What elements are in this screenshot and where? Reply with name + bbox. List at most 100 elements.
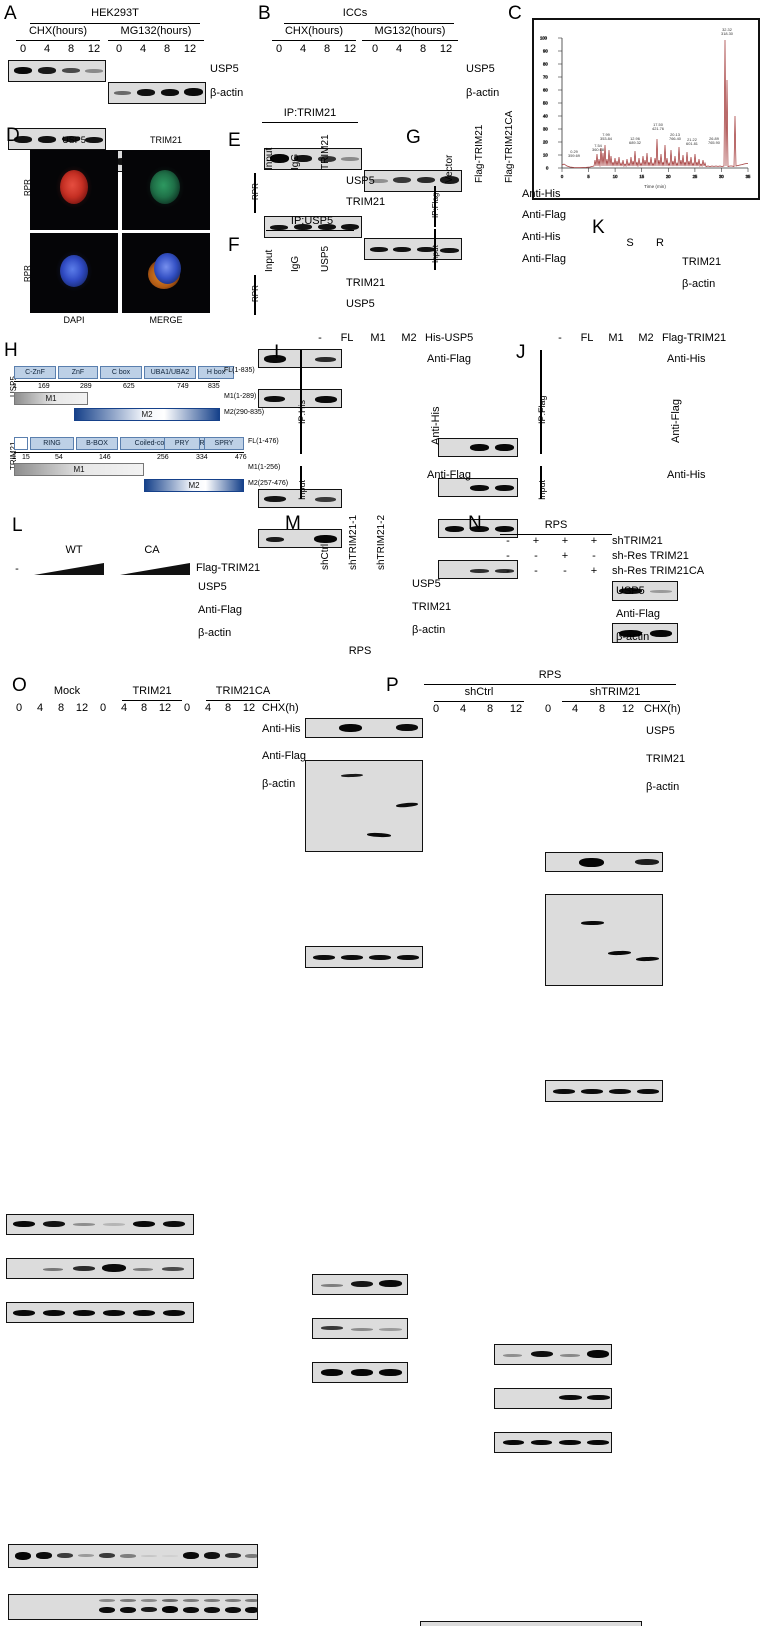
panel-o-time-axis: CHX(h) <box>262 702 299 714</box>
panel-o-blot-antiflag <box>8 1594 258 1620</box>
panel-o-lane-0: 0 <box>15 702 23 714</box>
panel-k-row-1-label: β-actin <box>682 278 716 290</box>
panel-j-lane-3: M2 <box>638 332 654 344</box>
panel-m-blot-usp5 <box>312 1274 408 1295</box>
panel-g-lane-1: Flag-TRIM21 <box>474 124 485 183</box>
panel-n-header: RPS <box>544 519 568 531</box>
panel-e-side-bracket <box>254 173 256 213</box>
panel-f-blot-usp5 <box>258 529 342 548</box>
svg-text:318.30: 318.30 <box>721 31 734 36</box>
panel-a-lane-3: 12 <box>87 43 101 55</box>
panel-p-lane-4: 0 <box>544 703 552 715</box>
svg-text:90: 90 <box>543 49 548 54</box>
panel-o-row-1-label: Anti-Flag <box>262 750 307 762</box>
panel-n-cond-0-val-0: - <box>506 535 510 547</box>
svg-text:100: 100 <box>540 36 548 41</box>
svg-text:20: 20 <box>666 174 671 179</box>
panel-h-usp5-pos-4: 749 <box>177 383 189 390</box>
panel-k-lane-0: S <box>626 237 634 249</box>
panel-e-lane-2: TRIM21 <box>320 134 331 170</box>
panel-a-group-0-title: CHX(hours) <box>28 25 88 37</box>
panel-d-title-dapi: DAPI <box>63 315 85 325</box>
panel-p-group-1-rule <box>562 701 670 702</box>
panel-h-trim21-pos-4: 256 <box>157 454 169 461</box>
domain-n-term <box>14 437 28 450</box>
panel-n-cond-1-val-3: - <box>592 550 596 562</box>
svg-text:421.76: 421.76 <box>652 126 664 131</box>
panel-i-blot-antiflag-input <box>305 946 423 968</box>
panel-h-usp5-construct-m1: M1(1-289) <box>224 393 257 400</box>
panel-m-lane-1: shTRIM21-1 <box>348 514 359 570</box>
svg-text:7.54: 7.54 <box>594 143 602 148</box>
panel-l-row-2-label: β-actin <box>198 627 232 639</box>
panel-a-blot-usp5-left <box>8 60 106 82</box>
panel-g-row-2-label: Anti-His <box>522 231 561 243</box>
panel-i-construct: His-USP5 <box>425 332 474 344</box>
panel-b-row-1-label: β-actin <box>466 87 500 99</box>
domain-pry-box: PRY <box>164 437 200 450</box>
panel-m-lane-0: shCtrl <box>320 543 331 570</box>
panel-f-lane-1: IgG <box>290 255 301 272</box>
panel-i-row-2-label: Anti-Flag <box>427 469 472 481</box>
panel-o-group-0-title: Mock <box>53 685 81 697</box>
panel-l-row-1-label: Anti-Flag <box>198 604 243 616</box>
panel-p-lane-2: 8 <box>486 703 494 715</box>
panel-e-lane-0: Input <box>264 147 275 170</box>
panel-p-lane-0: 0 <box>432 703 440 715</box>
panel-j-lane-1: FL <box>580 332 594 344</box>
panel-n-row-2-label: β-actin <box>616 631 650 643</box>
svg-text:30: 30 <box>719 174 724 179</box>
panel-k-lane-1: R <box>656 237 664 249</box>
panel-n-cond-0-val-1: + <box>532 535 540 547</box>
svg-text:32.32: 32.32 <box>722 27 732 32</box>
panel-h-trim21-pos-2: 54 <box>55 454 63 461</box>
panel-b-group-1-title: MG132(hours) <box>374 25 446 37</box>
panel-j-row-2-label: Anti-His <box>667 469 706 481</box>
panel-e-ip-title: IP:TRIM21 <box>283 107 337 119</box>
panel-n-cond-2-val-3: + <box>590 565 598 577</box>
panel-b-lane-1: 4 <box>299 43 307 55</box>
panel-d-title-trim21: TRIM21 <box>149 135 182 145</box>
svg-text:15: 15 <box>639 174 644 179</box>
panel-a-lane-1: 4 <box>43 43 51 55</box>
panel-c-chart-frame: 0 10 20 30 40 50 60 70 80 90 100 0 5 10 … <box>532 18 760 200</box>
panel-j-lane-2: M1 <box>608 332 624 344</box>
svg-text:17.50: 17.50 <box>653 122 664 127</box>
panel-p-header: RPS <box>538 669 562 681</box>
panel-h-trim21-pos-5: 334 <box>196 454 208 461</box>
panel-g-blot-input-flag <box>438 560 518 579</box>
domain-c-box: C box <box>100 366 142 379</box>
svg-text:765.90: 765.90 <box>708 140 721 145</box>
svg-text:0.29: 0.29 <box>570 149 578 154</box>
panel-h-usp5-axis <box>14 381 220 382</box>
svg-text:25: 25 <box>693 174 698 179</box>
panel-a-lane-2: 8 <box>67 43 75 55</box>
panel-b-row-0-label: USP5 <box>466 63 495 75</box>
panel-h-usp5-pos-1: 169 <box>38 383 50 390</box>
panel-h-trim21-pos-0: 1 <box>12 454 16 461</box>
panel-i-blot-antiflag-ip <box>305 718 423 738</box>
panel-g-row-3-label: Anti-Flag <box>522 253 567 265</box>
panel-h-usp5-m2-bar: M2 <box>74 408 220 421</box>
panel-o-lane-11: 12 <box>242 702 256 714</box>
panel-label-a: A <box>4 3 17 24</box>
panel-l-wedge-wt <box>34 563 104 575</box>
panel-f-lane-2: USP5 <box>320 245 331 272</box>
panel-m-lane-2: shTRIM21-2 <box>376 514 387 570</box>
svg-text:353.84: 353.84 <box>600 136 613 141</box>
panel-l-construct: Flag-TRIM21 <box>196 562 261 574</box>
panel-a-lane-5: 4 <box>139 43 147 55</box>
panel-label-o: O <box>12 675 27 696</box>
panel-p-header-rule <box>424 684 676 685</box>
panel-label-p: P <box>386 675 399 696</box>
panel-l-blot-usp5 <box>6 1214 194 1235</box>
panel-o-group-1-title: TRIM21 <box>132 685 172 697</box>
panel-b-lane-2: 8 <box>323 43 331 55</box>
panel-a-top-rule <box>30 23 200 24</box>
panel-label-m: M <box>285 513 301 534</box>
panel-a-row-1-label: β-actin <box>210 87 244 99</box>
panel-a-group-1-title: MG132(hours) <box>120 25 192 37</box>
panel-h-usp5-pos-5: 835 <box>208 383 220 390</box>
panel-i-blot-antihis-ip <box>305 760 423 852</box>
panel-m-blot-actin <box>312 1362 408 1383</box>
